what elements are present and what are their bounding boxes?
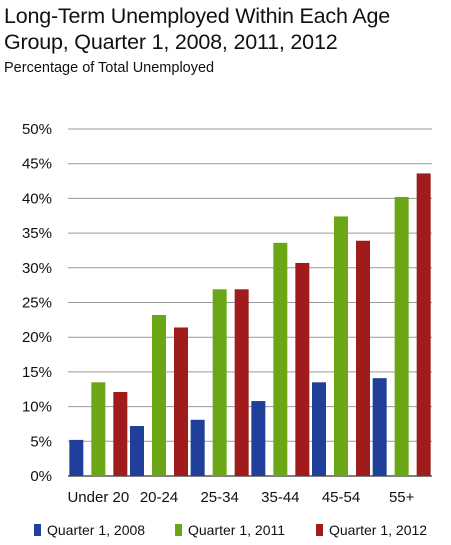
bar: [372, 378, 387, 476]
y-tick-label: 25%: [22, 295, 52, 312]
legend-label: Quarter 1, 2011: [188, 522, 286, 538]
y-tick-label: 20%: [22, 329, 52, 346]
legend-swatch: [175, 524, 182, 536]
y-tick-label: 5%: [30, 433, 52, 450]
legend-swatch: [34, 524, 41, 536]
legend-item: Quarter 1, 2012: [316, 522, 427, 538]
bar: [113, 392, 128, 476]
bar: [334, 216, 348, 476]
bar: [69, 439, 84, 476]
x-tick-label: 55+: [389, 489, 415, 506]
x-tick-label: 20-24: [140, 489, 178, 506]
legend: Quarter 1, 2008 Quarter 1, 2011 Quarter 1,…: [0, 522, 451, 542]
y-tick-label: 30%: [22, 260, 52, 277]
y-tick-label: 40%: [22, 190, 52, 207]
bar: [394, 197, 409, 476]
bar: [212, 289, 227, 476]
bar: [91, 382, 106, 476]
x-tick-label: 25-34: [200, 489, 238, 506]
bar: [273, 242, 288, 476]
y-tick-label: 35%: [22, 225, 52, 242]
bar: [190, 419, 205, 476]
bar: [130, 426, 144, 476]
bar: [295, 262, 310, 476]
y-tick-label: 45%: [22, 156, 52, 173]
y-tick-label: 10%: [22, 399, 52, 416]
legend-item: Quarter 1, 2011: [175, 522, 285, 538]
bar: [152, 314, 166, 476]
legend-item: Quarter 1, 2008: [34, 522, 145, 538]
chart-title: Long-Term Unemployed Within Each Age Gro…: [4, 4, 390, 54]
y-tick-label: 50%: [22, 121, 52, 138]
x-tick-label: 45-54: [322, 489, 360, 506]
y-tick-label: 15%: [22, 364, 52, 381]
bar: [174, 327, 188, 476]
bar: [251, 401, 266, 476]
x-tick-label: Under 20: [67, 489, 129, 506]
bar: [356, 240, 370, 476]
y-tick-label: 0%: [30, 468, 52, 485]
x-tick-label: 35-44: [261, 489, 299, 506]
bar: [416, 173, 431, 476]
bar: [312, 382, 326, 476]
legend-label: Quarter 1, 2008: [47, 522, 146, 538]
legend-swatch: [316, 524, 323, 536]
chart-subtitle: Percentage of Total Unemployed: [4, 60, 215, 76]
bar: [234, 289, 249, 476]
legend-label: Quarter 1, 2012: [329, 522, 428, 538]
